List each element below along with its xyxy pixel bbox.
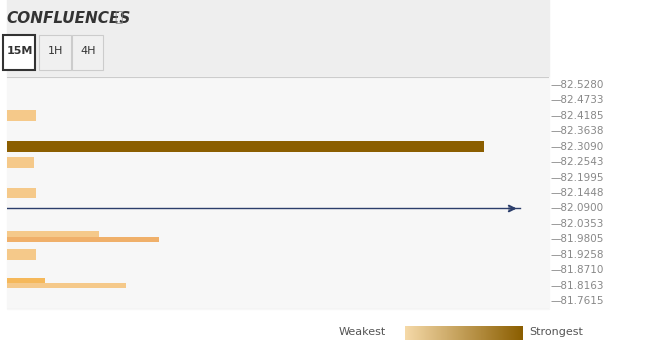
Text: —82.1448: —82.1448	[551, 188, 604, 198]
Text: —82.0900: —82.0900	[551, 204, 604, 213]
Text: —82.0353: —82.0353	[551, 219, 604, 229]
Text: —82.2543: —82.2543	[551, 157, 604, 167]
Text: ⓘ: ⓘ	[114, 11, 123, 25]
Bar	[7, 250, 37, 260]
Bar	[7, 111, 37, 121]
Bar	[7, 0, 549, 77]
Text: —81.9805: —81.9805	[551, 234, 604, 244]
Text: —82.4733: —82.4733	[551, 95, 604, 105]
Text: —81.9258: —81.9258	[551, 250, 604, 260]
Text: 1H: 1H	[48, 46, 63, 56]
Bar	[7, 278, 44, 283]
Bar	[7, 283, 126, 289]
Text: —82.5280: —82.5280	[551, 80, 604, 90]
Text: —82.1995: —82.1995	[551, 173, 604, 183]
Text: Strongest: Strongest	[530, 327, 583, 337]
Bar	[7, 237, 158, 242]
Text: Weakest: Weakest	[339, 327, 386, 337]
Bar	[7, 157, 34, 167]
Text: CONFLUENCES: CONFLUENCES	[7, 11, 131, 26]
Bar	[7, 77, 549, 309]
Bar	[7, 141, 484, 152]
Text: —81.7615: —81.7615	[551, 296, 604, 306]
Text: —81.8710: —81.8710	[551, 265, 604, 275]
Text: —82.3638: —82.3638	[551, 126, 604, 136]
Bar	[7, 231, 99, 237]
Bar	[7, 188, 37, 198]
Text: —82.4185: —82.4185	[551, 111, 604, 121]
Text: —82.3090: —82.3090	[551, 142, 604, 152]
Text: 4H: 4H	[80, 46, 96, 56]
Text: —81.8163: —81.8163	[551, 281, 604, 291]
Text: 15M: 15M	[7, 46, 33, 56]
